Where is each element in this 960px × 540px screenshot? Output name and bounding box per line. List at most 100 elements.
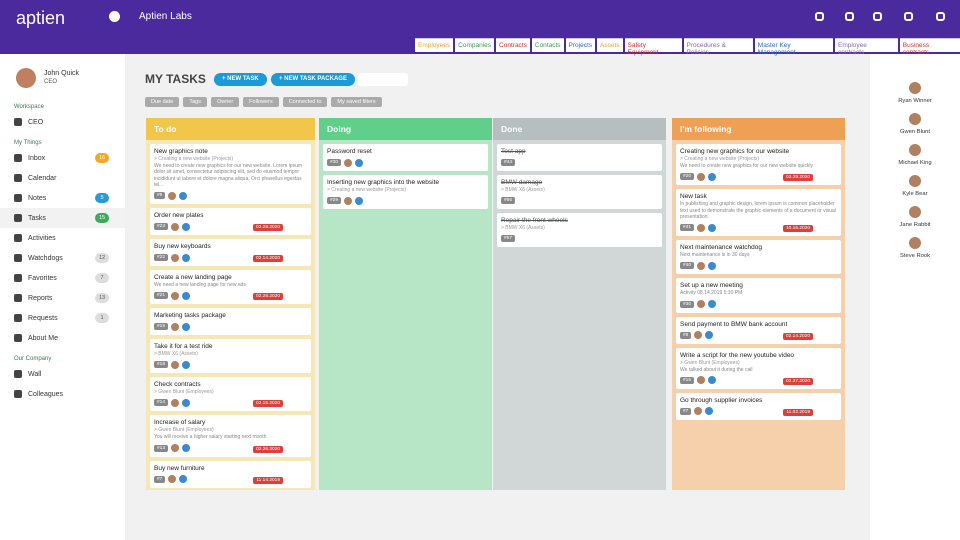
person-name: Kyle Bear xyxy=(902,191,928,197)
chat-icon[interactable] xyxy=(873,12,882,21)
person[interactable]: Michael King xyxy=(870,144,960,166)
user-role[interactable]: CEO xyxy=(44,79,58,85)
avatar xyxy=(168,475,177,483)
task-title: BMW damage xyxy=(501,179,543,186)
nav-label: Wall xyxy=(28,370,42,378)
task-card[interactable]: Next maintenance watchdog Next maintenanc… xyxy=(676,240,841,275)
filter[interactable]: Followers xyxy=(243,97,279,107)
filter[interactable]: Owner xyxy=(210,97,240,107)
task-card[interactable]: Creating new graphics for our website > C… xyxy=(676,144,841,186)
task-id: #56 xyxy=(501,197,516,204)
user-name[interactable]: John Quick xyxy=(44,70,80,77)
nav-item[interactable]: Inbox 16 xyxy=(0,148,125,168)
nav: Workspace CEO My Things Inbox 16 Calendar Note… xyxy=(0,96,125,404)
person[interactable]: Jane Rabbit xyxy=(870,206,960,228)
task-title: New graphics note xyxy=(154,148,208,155)
task-card[interactable]: Buy new keyboards #22 02.14.2020 xyxy=(150,239,311,266)
task-card[interactable]: Order new plates #23 02.28.2020 xyxy=(150,208,311,235)
nav-item[interactable]: Wall xyxy=(0,364,125,384)
user-avatar[interactable] xyxy=(16,68,36,88)
nav-icon xyxy=(14,274,22,282)
task-card[interactable]: New task In publishing and graphic design… xyxy=(676,189,841,236)
nav-item[interactable]: Reports 13 xyxy=(0,288,125,308)
task-card[interactable]: Take it for a test ride > BMW X6 (Assets)… xyxy=(150,339,311,374)
tab[interactable]: Employee contracts xyxy=(834,38,898,56)
task-description: You will receive a higher salary startin… xyxy=(154,434,267,441)
task-link: > Creating a new website (Projects) xyxy=(154,156,234,162)
task-card[interactable]: Create a new landing page We need a new l… xyxy=(150,270,311,305)
task-title: Check contracts xyxy=(154,381,201,389)
task-id: #8 xyxy=(680,331,692,339)
filter[interactable]: My saved filters xyxy=(331,97,382,107)
task-title: New task xyxy=(680,193,707,201)
avatar xyxy=(171,444,180,452)
person[interactable]: Steve Rook xyxy=(870,237,960,259)
avatar xyxy=(171,222,180,231)
tab[interactable]: Procedures & Policies xyxy=(683,38,753,56)
task-card[interactable]: Marketing tasks package #19 xyxy=(150,308,311,336)
task-id: #14 xyxy=(154,399,169,407)
nav-icon xyxy=(14,234,22,242)
expand-icon[interactable] xyxy=(936,12,945,21)
tab[interactable]: Employees xyxy=(415,38,454,52)
task-card[interactable]: Set up a new meeting Activity 08.14.2019 … xyxy=(676,278,841,313)
task-id: #13 xyxy=(154,444,169,452)
task-card[interactable]: Write a script for the new youtube video… xyxy=(676,347,841,389)
nav-item[interactable]: Favorites 7 xyxy=(0,268,125,288)
tab[interactable]: Projects xyxy=(565,38,596,52)
search-box[interactable] xyxy=(358,73,408,86)
filter[interactable]: Connected to xyxy=(282,97,328,107)
task-card[interactable]: Check contracts > Gwen Blunt (Employees) #… xyxy=(150,377,311,412)
avatar xyxy=(697,261,706,270)
tab[interactable]: Safety Equipment xyxy=(624,38,682,56)
tab[interactable]: Business contracts xyxy=(899,38,960,56)
notifications-icon[interactable] xyxy=(845,12,854,21)
task-card[interactable]: Go through supplier invoices #7 11.02.2019 xyxy=(676,392,841,420)
task-card[interactable]: New graphics note > Creating a new websit… xyxy=(150,144,311,204)
nav-item[interactable]: CEO xyxy=(0,112,125,132)
module-tabs: Employees Companies Contracts Contacts Proje… xyxy=(415,38,960,56)
avatar xyxy=(697,300,706,308)
nav-item[interactable]: Requests 1 xyxy=(0,308,125,328)
logout-icon[interactable] xyxy=(904,12,913,21)
nav-item[interactable]: About Me xyxy=(0,328,125,348)
task-card[interactable]: Buy new furniture #7 11.14.2019 xyxy=(150,460,311,488)
task-card[interactable]: Password reset #30 xyxy=(323,144,488,171)
search-icon[interactable] xyxy=(815,12,824,21)
company-name[interactable]: Aptien Labs xyxy=(139,11,192,22)
nav-icon xyxy=(14,370,22,378)
filter[interactable]: Due date xyxy=(145,97,180,107)
nav-icon xyxy=(14,194,22,202)
task-card[interactable]: BMW damage > BMW X6 (Assets) #56 xyxy=(497,175,662,209)
person[interactable]: Kyle Bear xyxy=(870,175,960,197)
nav-badge: 13 xyxy=(95,293,109,303)
nav-item[interactable]: Colleagues xyxy=(0,384,125,404)
person-name: Steve Rook xyxy=(900,253,930,259)
tab[interactable]: Companies xyxy=(455,38,495,52)
task-card[interactable]: Inserting new graphics into the website >… xyxy=(323,175,488,209)
person[interactable]: Ryan Winner xyxy=(870,82,960,104)
nav-item[interactable]: Activities xyxy=(0,228,125,248)
nav-item[interactable]: Tasks 15 xyxy=(0,208,125,228)
new-task-button[interactable]: + NEW TASK xyxy=(214,73,267,86)
column: To do New graphics note > Creating a new w… xyxy=(146,118,315,490)
person[interactable]: Gwen Blunt xyxy=(870,113,960,135)
filter[interactable]: Tags xyxy=(183,97,207,107)
nav-item[interactable]: Notes 5 xyxy=(0,188,125,208)
tab[interactable]: Assets xyxy=(597,38,623,52)
task-card[interactable]: Repair the front wheels > BMW X6 (Assets)… xyxy=(497,213,662,247)
tab[interactable]: Master Key Management xyxy=(754,38,833,56)
logo[interactable]: aptien xyxy=(16,8,66,28)
new-package-button[interactable]: + NEW TASK PACKAGE xyxy=(271,73,355,86)
avatar xyxy=(179,475,188,483)
tab[interactable]: Contracts xyxy=(496,38,530,52)
task-footer: #19 xyxy=(154,322,307,331)
task-card[interactable]: Increase of salary > Gwen Blunt (Employee… xyxy=(150,415,311,457)
nav-icon xyxy=(14,390,22,398)
nav-item[interactable]: Watchdogs 12 xyxy=(0,248,125,268)
tab[interactable]: Contacts xyxy=(531,38,564,52)
task-card[interactable]: Test app #44 xyxy=(497,144,662,171)
add-button[interactable] xyxy=(109,11,120,22)
task-card[interactable]: Send payment to BMW bank account #8 02.14.… xyxy=(676,316,841,344)
nav-item[interactable]: Calendar xyxy=(0,168,125,188)
